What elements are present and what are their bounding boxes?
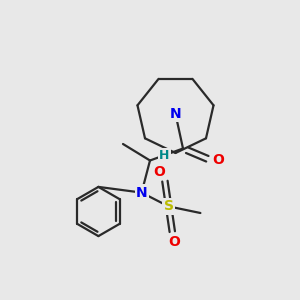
Text: H: H bbox=[159, 149, 170, 162]
Text: N: N bbox=[170, 107, 181, 121]
Text: N: N bbox=[136, 186, 147, 200]
Text: S: S bbox=[164, 200, 174, 213]
Text: O: O bbox=[153, 165, 165, 179]
Text: O: O bbox=[168, 235, 180, 249]
Text: O: O bbox=[212, 154, 224, 167]
